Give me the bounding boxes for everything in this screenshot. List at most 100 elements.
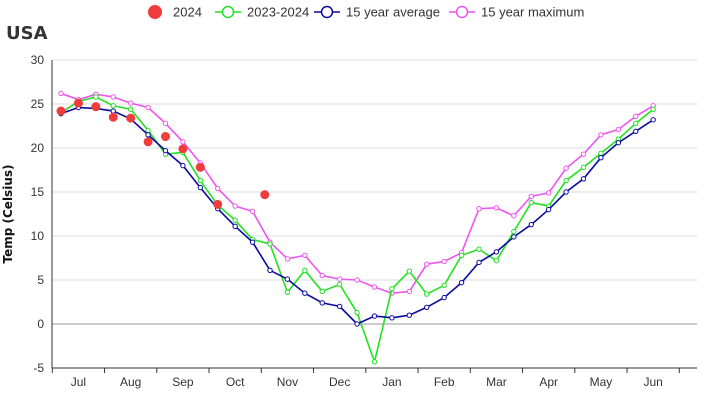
- data-point-15-year-average: [424, 304, 430, 310]
- y-axis-title: Temp (Celsius): [1, 165, 15, 264]
- y-tick-label: 25: [31, 97, 45, 111]
- data-point-15-year-average: [354, 321, 360, 327]
- legend-marker-15-year-maximum: [455, 5, 469, 19]
- data-point-2023-2024: [511, 228, 517, 235]
- data-point-15-year-maximum: [354, 277, 360, 283]
- data-point-2023-2024: [232, 217, 238, 223]
- data-point-2023-2024: [598, 150, 604, 156]
- data-point-15-year-average: [110, 108, 116, 114]
- data-point-2023-2024: [302, 267, 308, 274]
- x-tick-label: May: [590, 375, 613, 389]
- chart-title: USA: [6, 23, 48, 44]
- data-point-15-year-average: [145, 132, 151, 138]
- data-point-2023-2024: [110, 103, 116, 109]
- data-point-15-year-maximum: [336, 276, 343, 282]
- data-point-2023-2024: [371, 359, 378, 365]
- x-tick-label: Mar: [486, 375, 507, 389]
- data-point-15-year-maximum: [615, 126, 622, 133]
- data-point-2024: [108, 112, 118, 122]
- data-point-15-year-average: [633, 128, 639, 134]
- data-point-2023-2024: [284, 289, 291, 296]
- data-point-2024: [161, 132, 170, 142]
- x-tick-label: Jan: [382, 375, 401, 389]
- data-point-15-year-maximum: [633, 113, 639, 120]
- data-point-15-year-maximum: [598, 132, 604, 138]
- data-point-15-year-maximum: [511, 213, 517, 219]
- data-point-15-year-maximum: [232, 203, 238, 209]
- data-point-2023-2024: [580, 164, 587, 171]
- data-point-2024: [73, 98, 83, 108]
- data-point-2023-2024: [458, 252, 465, 259]
- data-point-2024: [56, 106, 66, 116]
- y-tick-label: 30: [31, 53, 45, 67]
- data-point-15-year-maximum: [284, 256, 291, 262]
- data-point-15-year-maximum: [58, 90, 64, 97]
- data-point-15-year-maximum: [110, 94, 116, 100]
- data-point-2023-2024: [197, 177, 204, 184]
- axes: [51, 60, 697, 373]
- x-tick-label: Dec: [329, 375, 350, 389]
- data-point-2024: [195, 162, 205, 172]
- data-point-15-year-average: [389, 315, 395, 321]
- x-tick-label: Nov: [277, 375, 298, 389]
- series-layer: [56, 90, 656, 365]
- data-point-15-year-maximum: [180, 139, 186, 145]
- x-tick-label: Jul: [71, 375, 86, 389]
- data-point-15-year-maximum: [563, 165, 569, 171]
- data-point-2023-2024: [493, 257, 500, 264]
- data-point-2024: [143, 137, 153, 147]
- data-point-2023-2024: [528, 199, 534, 206]
- legend-label-2023-2024: 2023-2024: [247, 5, 309, 20]
- data-point-15-year-maximum: [249, 208, 256, 215]
- y-tick-label: 15: [31, 185, 45, 199]
- data-point-2023-2024: [406, 268, 413, 274]
- data-point-15-year-average: [615, 140, 622, 146]
- data-point-15-year-average: [493, 249, 500, 255]
- data-point-2024: [178, 144, 188, 154]
- y-tick-labels: -5 0 5 10 15 20 25 30: [31, 53, 45, 375]
- x-tick-label: Sep: [172, 375, 194, 389]
- data-point-15-year-average: [406, 312, 413, 318]
- data-point-15-year-maximum: [162, 120, 169, 127]
- data-point-15-year-average: [528, 221, 534, 228]
- y-tick-label: 5: [37, 273, 44, 287]
- x-tick-label: Feb: [434, 375, 455, 389]
- data-point-15-year-average: [336, 303, 343, 310]
- data-point-15-year-average: [545, 206, 552, 213]
- data-point-15-year-maximum: [545, 190, 552, 196]
- data-point-15-year-average: [476, 259, 482, 266]
- data-point-15-year-average: [563, 189, 569, 195]
- data-point-15-year-average: [441, 294, 447, 301]
- y-tick-label: 0: [37, 317, 44, 331]
- data-point-15-year-average: [232, 223, 238, 230]
- data-point-2023-2024: [145, 127, 151, 134]
- data-point-15-year-average: [284, 276, 291, 282]
- data-point-15-year-maximum: [215, 185, 221, 192]
- data-point-2023-2024: [127, 106, 134, 112]
- data-point-2023-2024: [424, 291, 430, 297]
- data-point-15-year-maximum: [145, 104, 151, 111]
- legend-marker-2023-2024: [221, 5, 235, 19]
- legend-label-15-year-average: 15 year average: [346, 5, 440, 20]
- data-point-2024: [91, 102, 101, 112]
- legend-label-15-year-maximum: 15 year maximum: [481, 5, 584, 20]
- data-point-15-year-maximum: [406, 288, 413, 295]
- data-point-15-year-maximum: [302, 252, 308, 259]
- data-point-15-year-average: [162, 147, 169, 154]
- y-tick-label: 20: [31, 141, 45, 155]
- data-point-15-year-average: [650, 117, 656, 123]
- data-point-2023-2024: [633, 120, 639, 127]
- data-point-2023-2024: [354, 309, 360, 316]
- legend-marker-2024: [148, 5, 162, 19]
- data-point-15-year-average: [511, 234, 517, 240]
- x-tick-label: Aug: [120, 375, 141, 389]
- data-point-2023-2024: [93, 94, 99, 100]
- legend[interactable]: 2024 2023-2024 15 year average 15 year maxi…: [148, 5, 584, 20]
- data-point-2024: [260, 190, 270, 200]
- data-point-2023-2024: [563, 177, 569, 184]
- data-point-15-year-maximum: [493, 205, 500, 211]
- y-tick-label: 10: [31, 229, 45, 243]
- data-point-15-year-average: [267, 267, 273, 274]
- data-point-15-year-maximum: [441, 258, 447, 265]
